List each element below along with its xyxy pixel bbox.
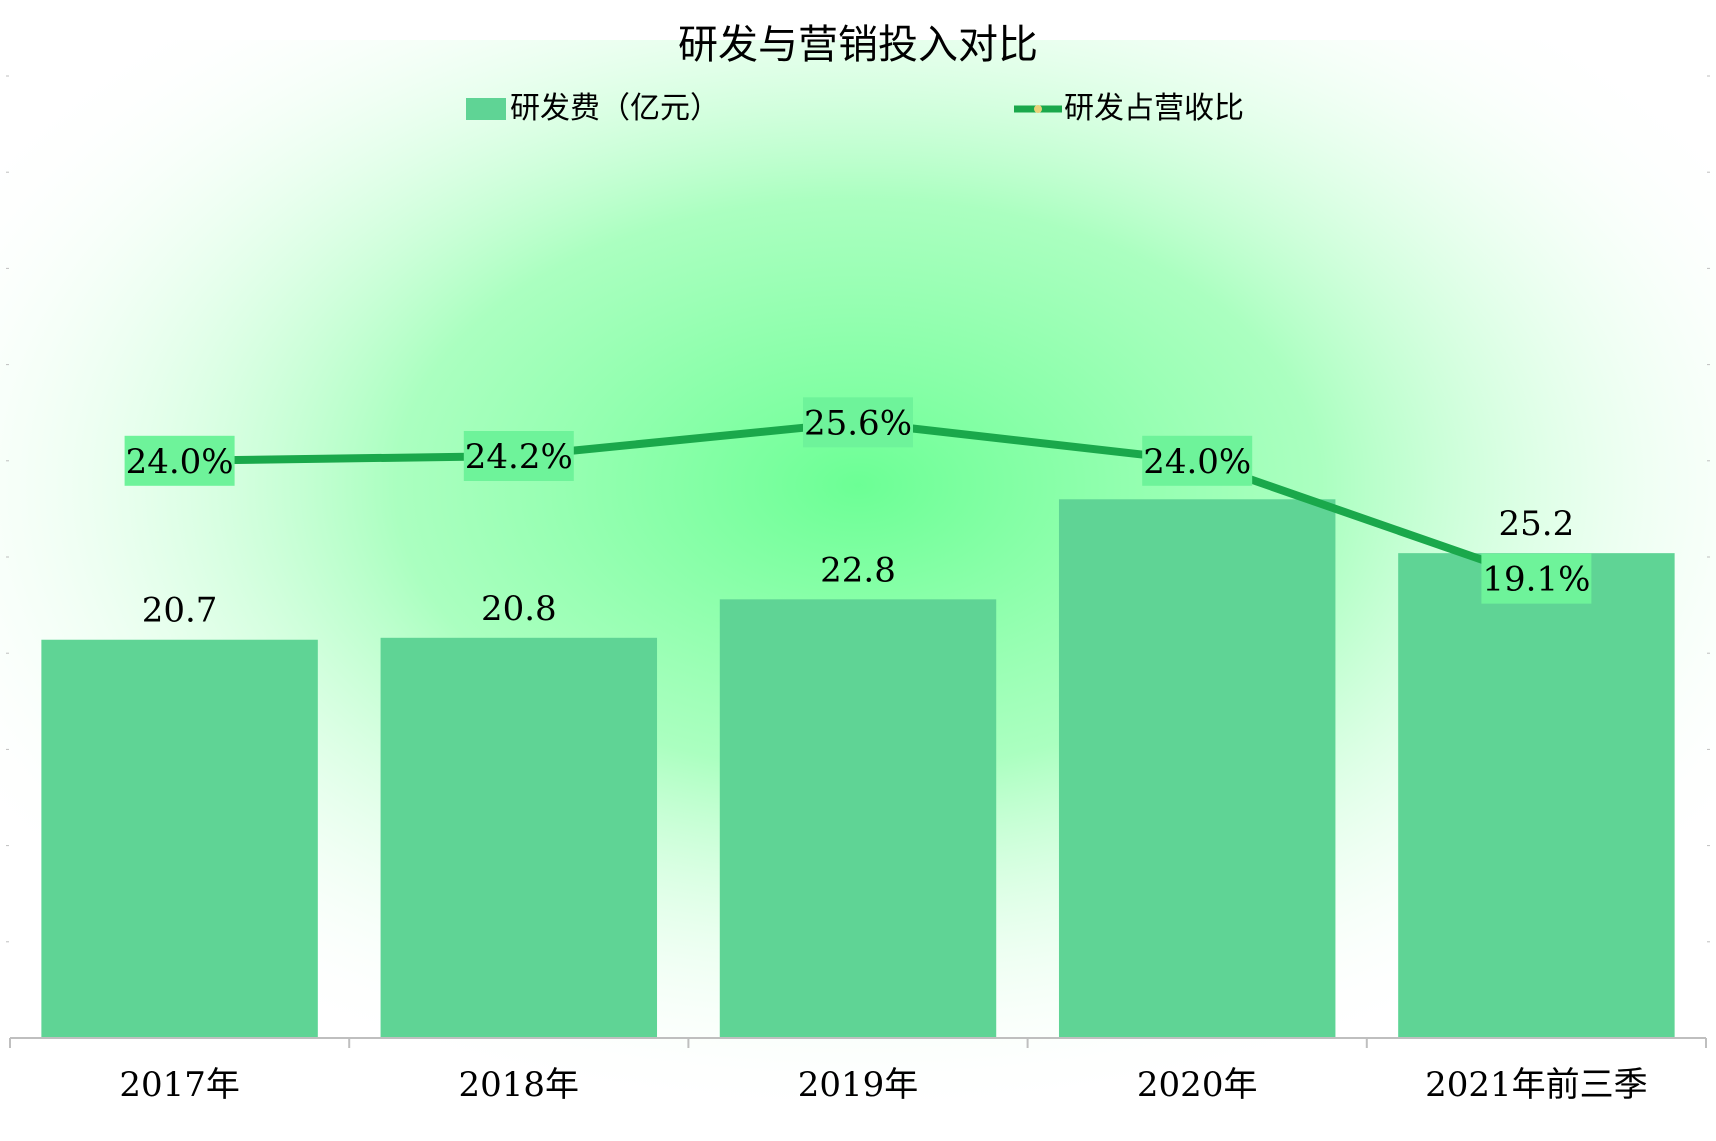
x-tick-label: 2018年 (459, 1065, 580, 1105)
bar-value-label: 20.7 (142, 591, 218, 631)
line-value-label: 24.0% (126, 442, 234, 482)
line-value-label: 19.1% (1482, 560, 1590, 600)
bar-value-label: 22.8 (820, 550, 896, 590)
legend-bar-label: 研发费（亿元） (510, 91, 720, 126)
line-value-label: 24.2% (465, 437, 573, 477)
bar-value-label: 25.2 (1499, 504, 1575, 544)
legend-bar-swatch (466, 98, 506, 120)
x-tick-label: 2020年 (1137, 1065, 1258, 1105)
bar (719, 599, 997, 1038)
line-value-label: 24.0% (1143, 442, 1251, 482)
x-tick-label: 2017年 (119, 1065, 240, 1105)
left-axis-ticks (6, 75, 9, 943)
bar (1398, 553, 1675, 1038)
line-label-box (124, 435, 235, 486)
legend: 研发费（亿元） 研发占营收比 (466, 91, 1244, 126)
line-layer: 24.0% 24.2% 25.6% 24.0% 19.1% (124, 397, 1592, 604)
line-label-box (1481, 553, 1592, 604)
x-axis: 2017年 2018年 2019年 2020年 2021年前三季 (9, 1037, 1707, 1105)
legend-line-marker (1034, 105, 1042, 113)
bars-layer: 20.720.822.828.025.2 (41, 450, 1675, 1038)
bar-value-label: 20.8 (481, 589, 557, 629)
bar (1058, 499, 1336, 1038)
x-tick-label: 2021年前三季 (1425, 1065, 1648, 1105)
legend-line-label: 研发占营收比 (1064, 91, 1244, 126)
bar (380, 637, 658, 1038)
line-label-box (463, 430, 574, 481)
line-label-box (1142, 435, 1253, 486)
x-tick-label: 2019年 (798, 1065, 919, 1105)
line-label-box (803, 397, 913, 448)
line-value-label: 25.6% (804, 403, 912, 443)
bar (41, 639, 318, 1038)
right-axis-ticks (1707, 75, 1710, 943)
chart-title: 研发与营销投入对比 (678, 22, 1038, 68)
